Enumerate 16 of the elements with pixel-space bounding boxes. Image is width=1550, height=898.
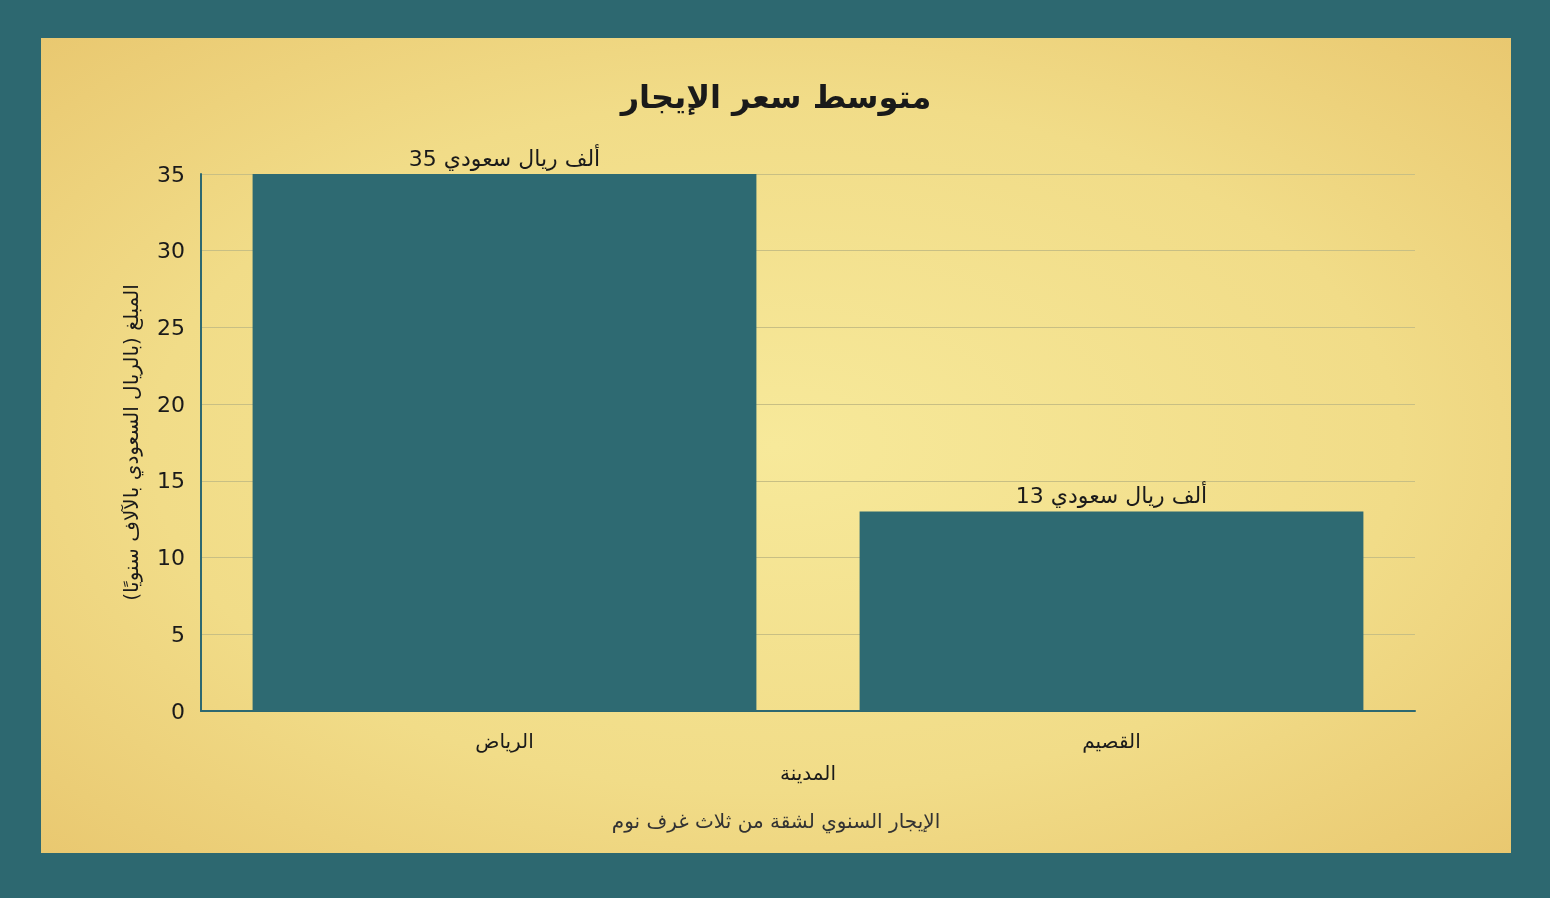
y-tick-label: 25	[157, 314, 185, 340]
y-tick-label: 30	[157, 238, 185, 264]
x-axis-title: المدينة	[779, 761, 837, 785]
text: الإيجار السنوي لشقة من ثلاث غرف نوم	[611, 809, 941, 834]
y-tick-label: 15	[157, 468, 185, 494]
y-tick-label: 0	[171, 698, 185, 724]
y-tick-label: 10	[157, 545, 185, 571]
x-tick-label: القصيم	[1082, 729, 1141, 753]
y-tick-label: 35	[157, 161, 185, 187]
chart-title: متوسط سعر الإيجار	[618, 78, 932, 116]
x-tick-label: الرياض	[475, 729, 534, 753]
data-label: 13 ألف ريال سعودي	[1015, 481, 1208, 509]
data-label: 35 ألف ريال سعودي	[408, 143, 601, 171]
y-tick-label: 20	[157, 391, 185, 417]
y-axis-title: المبلغ (بالريال السعودي بالآلاف سنويًا)	[119, 284, 144, 601]
y-tick-label: 5	[171, 621, 185, 647]
